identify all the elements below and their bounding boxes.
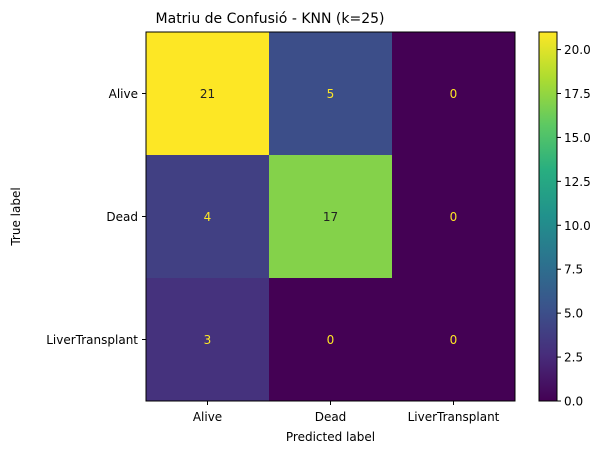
heatmap-cell bbox=[269, 32, 392, 155]
x-axis-label: Predicted label bbox=[286, 430, 375, 444]
colorbar-tick-label: 5.0 bbox=[564, 307, 583, 321]
cell-value-label: 0 bbox=[450, 210, 458, 224]
x-axis-ticks: Alive Dead LiverTransplant bbox=[193, 401, 500, 424]
cell-value-label: 0 bbox=[450, 87, 458, 101]
colorbar-tick-label: 15.0 bbox=[564, 131, 591, 145]
heatmap-cell bbox=[392, 32, 515, 155]
colorbar-tick-label: 7.5 bbox=[564, 263, 583, 277]
heatmap-cell-labels: 21 5 0 4 17 0 3 0 0 bbox=[200, 87, 457, 347]
heatmap-cell bbox=[392, 278, 515, 401]
cell-value-label: 5 bbox=[327, 87, 335, 101]
heatmap-cell bbox=[392, 155, 515, 278]
heatmap-cell bbox=[146, 155, 269, 278]
colorbar-tick-label: 0.0 bbox=[564, 395, 583, 409]
colorbar-tick-label: 12.5 bbox=[564, 175, 591, 189]
y-axis-label: True label bbox=[9, 187, 23, 246]
x-tick-label: Dead bbox=[315, 410, 347, 424]
cell-value-label: 3 bbox=[204, 333, 212, 347]
cell-value-label: 21 bbox=[200, 87, 215, 101]
colorbar bbox=[538, 31, 558, 402]
cell-value-label: 17 bbox=[323, 210, 338, 224]
y-tick-label: Dead bbox=[106, 210, 138, 224]
x-tick-label: Alive bbox=[193, 410, 222, 424]
heatmap-cell bbox=[269, 278, 392, 401]
y-axis-ticks: Alive Dead LiverTransplant bbox=[46, 87, 146, 347]
heatmap-cell bbox=[146, 32, 269, 155]
y-tick-label: LiverTransplant bbox=[46, 333, 138, 347]
colorbar-tick-label: 17.5 bbox=[564, 87, 591, 101]
cell-value-label: 0 bbox=[450, 333, 458, 347]
colorbar-tick-label: 20.0 bbox=[564, 43, 591, 57]
heatmap-cell bbox=[269, 155, 392, 278]
chart-title: Matriu de Confusió - KNN (k=25) bbox=[156, 11, 385, 27]
heatmap-cell bbox=[146, 278, 269, 401]
heatmap-cells bbox=[146, 32, 515, 401]
colorbar-tick-label: 10.0 bbox=[564, 219, 591, 233]
x-tick-label: LiverTransplant bbox=[408, 410, 500, 424]
cell-value-label: 4 bbox=[204, 210, 212, 224]
colorbar-tick-label: 2.5 bbox=[564, 351, 583, 365]
y-tick-label: Alive bbox=[109, 87, 138, 101]
cell-value-label: 0 bbox=[327, 333, 335, 347]
colorbar-ticks: 0.0 2.5 5.0 7.5 10.0 12.5 15.0 17.5 20.0 bbox=[557, 43, 591, 409]
